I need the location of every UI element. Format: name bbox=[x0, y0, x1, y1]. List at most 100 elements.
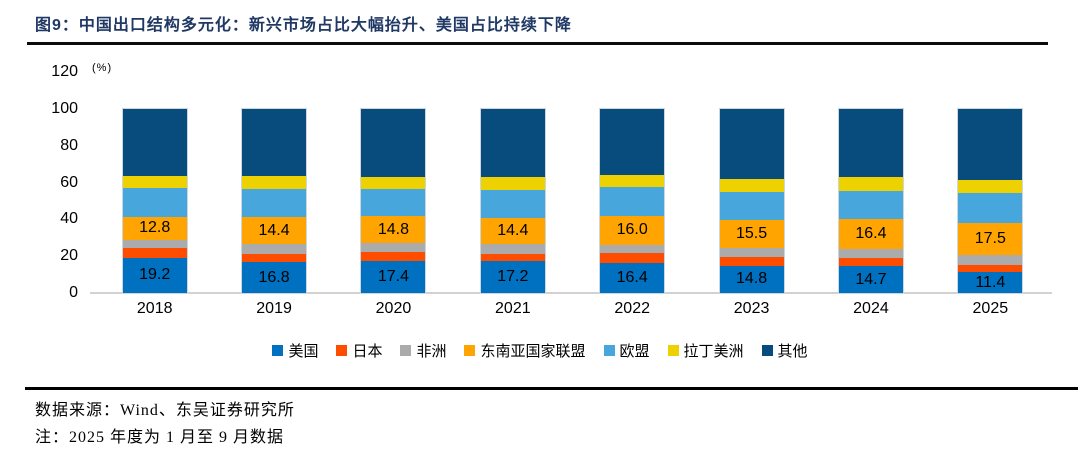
plot-area: 19.2 12.8 16.8 14.4 17.4 14.8 17.2 14.4 16.4 16.0… bbox=[95, 108, 1050, 294]
bar-segment-非洲 bbox=[242, 243, 307, 254]
stacked-bar-2018: 19.2 12.8 bbox=[121, 108, 188, 294]
figure-title: 图9：中国出口结构多元化：新兴市场占比大幅抬升、美国占比持续下降 bbox=[35, 17, 572, 34]
legend-item-美国: 美国 bbox=[272, 340, 318, 361]
bar-segment-东南亚国家联盟: 17.5 bbox=[958, 222, 1023, 255]
bar-segment-拉丁美洲 bbox=[719, 178, 784, 193]
bar-segment-非洲 bbox=[122, 240, 187, 248]
y-tick-label-20: 20 bbox=[60, 247, 78, 265]
bar-segment-欧盟 bbox=[600, 187, 665, 216]
bar-segment-其他 bbox=[958, 109, 1023, 180]
x-tick-label-2022: 2022 bbox=[614, 300, 650, 317]
y-tick-label-60: 60 bbox=[60, 173, 78, 191]
bar-segment-非洲 bbox=[719, 248, 784, 258]
legend-swatch-icon bbox=[667, 345, 679, 356]
bar-segment-欧盟 bbox=[719, 192, 784, 220]
y-tick-label-80: 80 bbox=[60, 136, 78, 154]
x-tick-label-2020: 2020 bbox=[375, 300, 412, 317]
bar-segment-东南亚国家联盟: 14.4 bbox=[480, 217, 545, 245]
stacked-bar-2025: 11.4 17.5 bbox=[957, 108, 1024, 294]
bar-segment-其他 bbox=[361, 109, 426, 178]
bar-segment-东南亚国家联盟: 14.8 bbox=[361, 216, 426, 244]
bar-group-2019: 16.8 14.4 bbox=[214, 108, 333, 294]
bar-segment-欧盟 bbox=[242, 188, 307, 218]
legend-item-东南亚国家联盟: 东南亚国家联盟 bbox=[464, 340, 586, 361]
stacked-bar-2021: 17.2 14.4 bbox=[479, 108, 546, 294]
bar-segment-其他 bbox=[719, 109, 784, 179]
bar-segment-非洲 bbox=[361, 243, 426, 252]
x-tick-label-2023: 2023 bbox=[733, 300, 770, 317]
bar-group-2023: 14.8 15.5 bbox=[692, 108, 811, 294]
legend-label: 日本 bbox=[352, 344, 383, 360]
bar-segment-美国: 14.7 bbox=[838, 266, 903, 293]
x-tick-label-2025: 2025 bbox=[972, 300, 1009, 317]
bar-segment-美国: 17.2 bbox=[480, 261, 545, 293]
stacked-bar-2022: 16.4 16.0 bbox=[599, 108, 666, 294]
bar-segment-日本 bbox=[958, 265, 1023, 272]
bar-segment-美国: 16.8 bbox=[242, 262, 307, 293]
legend: 美国 日本 非洲 东南亚国家联盟 欧盟 拉丁美洲 其他 bbox=[0, 340, 1080, 361]
y-tick-label-0: 0 bbox=[69, 284, 78, 301]
bar-segment-东南亚国家联盟: 15.5 bbox=[719, 219, 784, 249]
legend-swatch-icon bbox=[272, 345, 284, 356]
bar-segment-日本 bbox=[600, 253, 665, 263]
x-axis-labels: 2018 2019 2020 2021 2022 2023 2024 2025 bbox=[95, 300, 1050, 318]
legend-label: 拉丁美洲 bbox=[683, 344, 744, 360]
x-tick-label-2021: 2021 bbox=[495, 300, 531, 317]
x-axis-line bbox=[90, 292, 1052, 294]
bar-segment-日本 bbox=[838, 257, 903, 266]
bar-segment-拉丁美洲 bbox=[480, 177, 545, 190]
bar-segment-非洲 bbox=[838, 248, 903, 258]
bar-segment-非洲 bbox=[480, 244, 545, 254]
legend-item-欧盟: 欧盟 bbox=[603, 340, 650, 361]
legend-label: 东南亚国家联盟 bbox=[480, 344, 586, 360]
bar-segment-拉丁美洲 bbox=[122, 176, 187, 189]
legend-item-非洲: 非洲 bbox=[400, 340, 446, 361]
bar-group-2021: 17.2 14.4 bbox=[453, 108, 572, 294]
bar-segment-美国: 16.4 bbox=[600, 262, 665, 293]
y-tick-label-40: 40 bbox=[60, 210, 78, 228]
legend-item-日本: 日本 bbox=[336, 340, 382, 361]
bar-segment-其他 bbox=[838, 109, 903, 178]
legend-swatch-icon bbox=[761, 345, 773, 356]
bar-segment-日本 bbox=[122, 247, 187, 258]
bar-segment-拉丁美洲 bbox=[838, 177, 903, 192]
legend-swatch-icon bbox=[336, 345, 348, 356]
bar-segment-非洲 bbox=[958, 254, 1023, 265]
y-tick-label-100: 100 bbox=[51, 100, 78, 117]
legend-swatch-icon bbox=[603, 345, 615, 356]
legend-item-其他: 其他 bbox=[761, 340, 808, 361]
bar-segment-欧盟 bbox=[122, 188, 187, 217]
bar-segment-其他 bbox=[242, 109, 307, 176]
bar-segment-其他 bbox=[600, 109, 665, 175]
bar-segment-日本 bbox=[480, 253, 545, 262]
x-tick-label-2018: 2018 bbox=[136, 300, 173, 317]
footnote-text: 注：2025 年度为 1 月至 9 月数据 bbox=[35, 429, 285, 446]
bar-segment-其他 bbox=[480, 109, 545, 178]
bar-segment-日本 bbox=[361, 252, 426, 261]
x-tick-label-2019: 2019 bbox=[256, 300, 292, 317]
bar-segment-美国: 11.4 bbox=[958, 272, 1023, 293]
bar-segment-东南亚国家联盟: 12.8 bbox=[122, 216, 187, 241]
bar-segment-欧盟 bbox=[361, 188, 426, 217]
bar-group-2020: 17.4 14.8 bbox=[334, 108, 453, 294]
footer-divider bbox=[25, 387, 1078, 390]
title-divider bbox=[27, 42, 1048, 45]
bar-segment-美国: 17.4 bbox=[361, 261, 426, 293]
legend-swatch-icon bbox=[464, 345, 476, 356]
legend-label: 美国 bbox=[288, 344, 319, 360]
bar-group-2025: 11.4 17.5 bbox=[931, 108, 1050, 294]
bar-segment-其他 bbox=[122, 109, 187, 177]
bar-segment-东南亚国家联盟: 16.0 bbox=[600, 215, 665, 246]
bar-segment-欧盟 bbox=[480, 189, 545, 218]
legend-label: 非洲 bbox=[416, 344, 447, 360]
bar-segment-欧盟 bbox=[838, 191, 903, 219]
legend-item-拉丁美洲: 拉丁美洲 bbox=[667, 340, 744, 361]
stacked-bar-2024: 14.7 16.4 bbox=[837, 108, 904, 294]
data-source-text: 数据来源：Wind、东吴证券研究所 bbox=[35, 402, 295, 419]
legend-swatch-icon bbox=[400, 345, 412, 356]
stacked-bar-2020: 17.4 14.8 bbox=[360, 108, 427, 294]
y-tick-label-120: 120 bbox=[51, 63, 78, 81]
bar-segment-东南亚国家联盟: 16.4 bbox=[838, 218, 903, 249]
bar-segment-美国: 19.2 bbox=[122, 257, 187, 293]
